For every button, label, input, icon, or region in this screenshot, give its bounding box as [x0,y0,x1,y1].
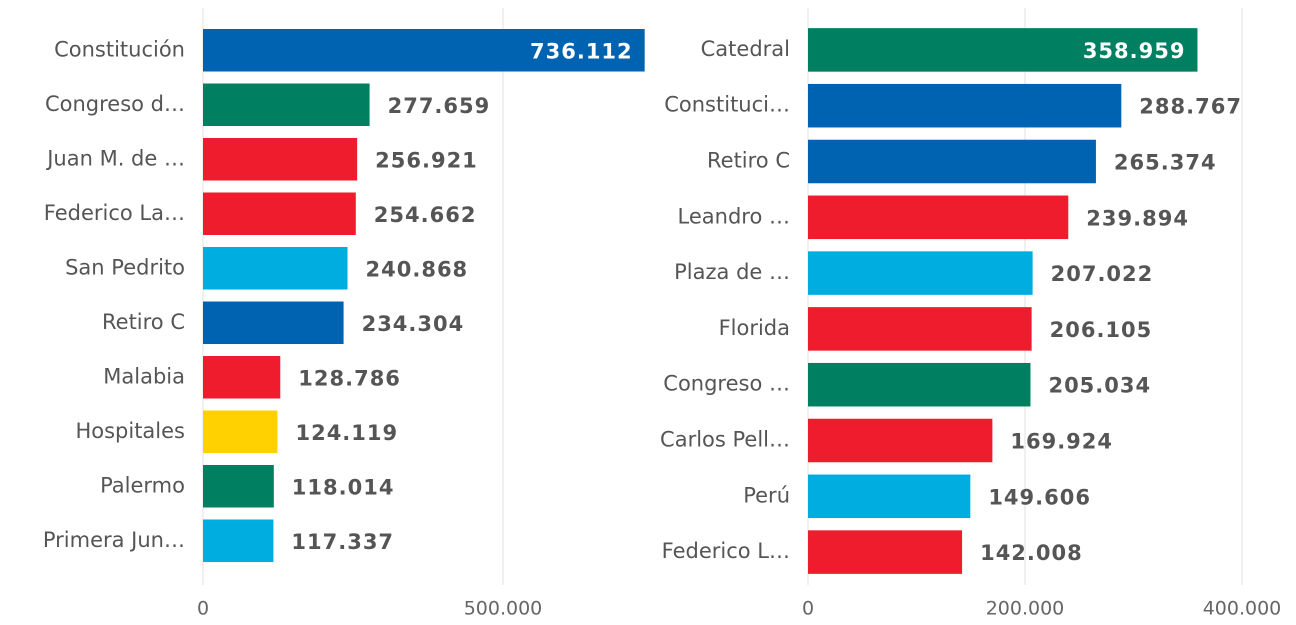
category-label: Federico L… [662,539,790,563]
bar [203,137,358,181]
bar [808,530,963,574]
x-tick-label: 500.000 [464,598,543,620]
value-label: 277.659 [388,94,491,118]
value-label: 358.959 [1083,39,1186,63]
category-label: Retiro C [707,149,790,173]
bar [203,464,274,508]
bar [203,192,356,236]
value-label: 205.034 [1048,374,1151,398]
bar [203,519,274,563]
category-label: Leandro … [678,204,790,228]
value-label: 124.119 [295,421,398,445]
category-label: Plaza de … [674,260,790,284]
value-label: 207.022 [1051,262,1154,286]
value-label: 128.786 [298,366,401,390]
value-label: 240.868 [366,257,469,281]
value-label: 265.374 [1114,151,1217,175]
bar [808,251,1033,295]
x-tick-label: 400.000 [1203,598,1282,620]
category-label: Catedral [701,37,790,61]
bar [203,301,344,345]
value-label: 206.105 [1050,318,1153,342]
category-label: Primera Jun… [43,528,185,552]
bar [808,307,1032,351]
category-label: Palermo [100,473,185,497]
bar [203,28,645,72]
value-label: 118.014 [292,475,395,499]
x-tick-label: 0 [197,598,209,620]
value-label: 149.606 [988,485,1091,509]
bar [203,410,278,454]
bar [203,83,370,127]
bar [203,246,348,290]
bar [808,418,993,463]
value-label: 736.112 [530,39,633,63]
category-label: Federico La… [44,201,185,225]
value-label: 239.894 [1086,206,1189,230]
value-label: 169.924 [1010,430,1113,454]
category-label: Perú [743,483,790,507]
category-label: Carlos Pell… [660,428,790,452]
category-label: San Pedrito [65,255,185,279]
bar [808,362,1031,407]
category-label: Juan M. de … [45,146,185,170]
bar [808,139,1096,184]
value-label: 254.662 [374,203,477,227]
category-label: Constitución [54,37,185,61]
category-label: Congreso … [663,372,790,396]
x-tick-label: 0 [802,598,814,620]
value-label: 234.304 [362,312,465,336]
bar [808,83,1122,128]
category-label: Hospitales [75,419,185,443]
value-label: 117.337 [291,530,394,554]
category-label: Florida [719,316,790,340]
category-label: Malabia [103,364,185,388]
category-label: Congreso d… [45,92,185,116]
value-label: 142.008 [980,541,1083,565]
value-label: 256.921 [375,148,478,172]
bar [808,28,1198,72]
x-tick-label: 200.000 [986,598,1065,620]
value-label: 288.767 [1139,95,1242,119]
bar [203,355,281,399]
category-label: Retiro C [102,310,185,334]
bar [808,474,971,519]
category-label: Constituci… [664,93,790,117]
bar [808,195,1069,240]
